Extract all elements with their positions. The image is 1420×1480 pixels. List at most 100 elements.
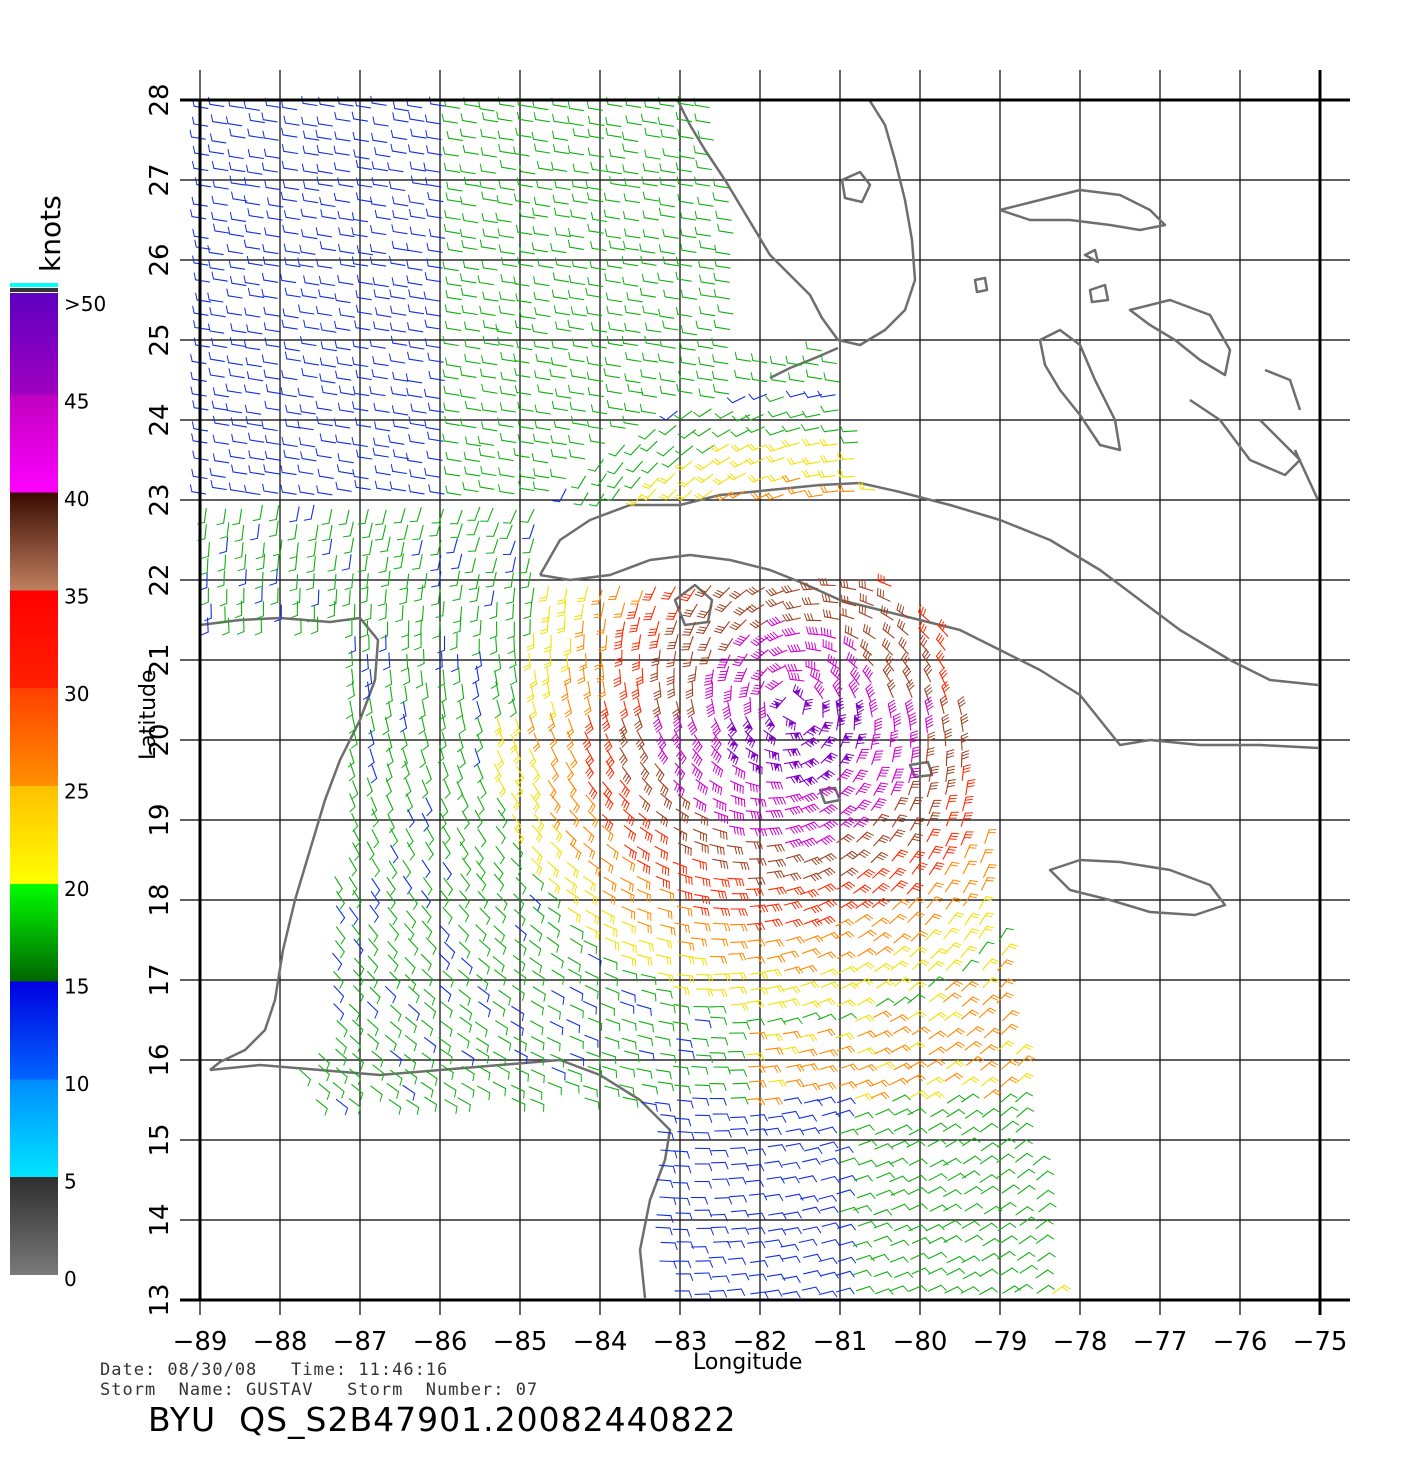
wind-barb-feather (315, 448, 318, 456)
wind-barb-feather (652, 706, 660, 712)
wind-barb (514, 153, 530, 157)
wind-barb-feather (905, 977, 913, 982)
wind-barb-feather (805, 699, 814, 701)
wind-barb-feather (337, 402, 341, 411)
wind-barb (194, 326, 210, 331)
wind-barb-feather (408, 289, 411, 298)
wind-barb-feather (658, 244, 662, 253)
wind-barb-feather (193, 272, 197, 281)
wind-barb-feather (585, 767, 591, 774)
wind-barb (637, 908, 652, 915)
wind-barb-feather (712, 431, 719, 438)
wind-barb-feather (856, 774, 865, 778)
wind-barb (589, 393, 604, 398)
wind-barb (846, 658, 858, 669)
wind-barb-feather (321, 522, 330, 525)
wind-barb (390, 262, 406, 266)
wind-barb (681, 217, 697, 221)
wind-barb-feather (898, 882, 906, 887)
wind-barb-feather (946, 785, 955, 788)
wind-barb-feather (409, 209, 412, 217)
wind-barb (839, 867, 853, 877)
wind-barb (402, 749, 408, 764)
wind-barb (696, 217, 711, 221)
wind-barb-feather (718, 890, 721, 899)
wind-barb-feather (951, 861, 960, 864)
wind-barb-feather (953, 897, 962, 900)
wind-barb (371, 203, 387, 207)
wind-barb-feather (571, 258, 574, 267)
wind-barb-feather (459, 839, 465, 847)
wind-barb-feather (321, 385, 324, 393)
wind-barb-feather (688, 956, 692, 964)
wind-barb (410, 475, 426, 480)
wind-barb (600, 857, 614, 867)
wind-barb-feather (619, 708, 627, 714)
wind-barb (619, 668, 622, 685)
wind-barb-feather (817, 470, 822, 478)
wind-barb (456, 781, 464, 796)
wind-barb-feather (246, 324, 249, 333)
wind-barb (282, 134, 298, 138)
wind-barb-feather (375, 307, 378, 316)
wind-barb (534, 475, 550, 479)
wind-barb (667, 457, 680, 468)
wind-barb-feather (926, 669, 933, 676)
wind-barb-feather (737, 846, 741, 855)
wind-barb-feather (542, 691, 550, 697)
wind-barb (465, 183, 481, 187)
wind-barb-feather (876, 856, 884, 861)
wind-barb (409, 346, 425, 350)
wind-barb (214, 441, 230, 445)
wind-barb-feather (540, 628, 548, 632)
wind-barb (855, 782, 865, 796)
wind-barb-feather (860, 639, 864, 647)
wind-barb-feather (609, 823, 614, 832)
wind-barb (998, 927, 1008, 941)
wind-barb (645, 106, 661, 110)
wind-barb (636, 846, 650, 855)
wind-barb-feather (442, 146, 446, 155)
wind-barb (565, 761, 574, 776)
wind-barb (839, 965, 854, 974)
wind-barb (245, 184, 261, 188)
wind-barb-feather (464, 466, 467, 475)
wind-barb-feather (754, 619, 762, 625)
wind-barb (334, 152, 350, 156)
wind-barb-feather (659, 163, 662, 172)
wind-barb-feather (463, 853, 469, 860)
wind-barb-feather (744, 908, 748, 916)
wind-barb-feather (741, 908, 745, 916)
wind-barb (798, 964, 814, 971)
wind-barb-feather (339, 995, 344, 1004)
wind-barb-feather (650, 640, 659, 643)
wind-barb-feather (744, 941, 748, 949)
wind-barb-feather (893, 719, 901, 724)
wind-barb (632, 493, 643, 506)
wind-barb (317, 312, 333, 317)
wind-barb-feather (820, 470, 825, 478)
wind-barb-feather (827, 884, 834, 891)
wind-barb-feather (924, 684, 931, 690)
wind-barb (425, 298, 440, 302)
wind-barb-feather (351, 793, 359, 800)
wind-barb (497, 778, 507, 792)
wind-barb (621, 989, 636, 996)
wind-barb (338, 217, 354, 221)
wind-barb-feather (749, 783, 752, 792)
wind-barb-feather (497, 130, 501, 139)
wind-barb (728, 986, 745, 989)
wind-barb (385, 778, 392, 793)
wind-barb-feather (805, 824, 811, 832)
wind-barb-feather (775, 663, 782, 669)
wind-barb-feather (812, 669, 816, 678)
wind-barb (693, 797, 707, 806)
wind-barb (322, 347, 338, 352)
wind-barb (429, 377, 445, 381)
wind-barb (283, 150, 299, 155)
wind-barb (839, 805, 851, 816)
wind-barb-feather (941, 672, 948, 679)
wind-barb (902, 670, 911, 685)
wind-barb-feather (698, 613, 707, 616)
wind-barb-feather (370, 196, 373, 205)
